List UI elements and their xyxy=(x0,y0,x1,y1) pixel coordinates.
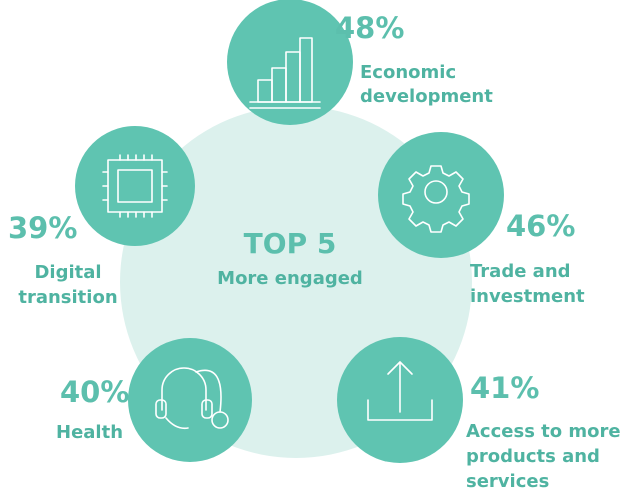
icon-circle xyxy=(378,132,504,258)
label: Economic development xyxy=(360,62,493,107)
label: Health xyxy=(56,422,123,443)
upload-icon xyxy=(367,361,433,421)
stethoscope-icon xyxy=(155,367,229,430)
percent: 41% xyxy=(470,371,539,405)
percent: 39% xyxy=(8,211,77,245)
gear-icon xyxy=(402,165,470,233)
label: Digital transition xyxy=(18,262,117,308)
icon-circle xyxy=(128,338,252,462)
percent: 48% xyxy=(335,11,404,45)
label: Trade and investment xyxy=(470,261,585,307)
bar-chart-icon xyxy=(249,37,321,109)
chip-icon xyxy=(102,154,168,218)
icon-circle xyxy=(75,126,195,246)
label: Access to more products and services xyxy=(466,421,621,492)
percent: 40% xyxy=(60,375,129,409)
percent: 46% xyxy=(506,209,575,243)
subtitle: More engaged xyxy=(217,268,363,289)
title: TOP 5 xyxy=(244,227,337,260)
